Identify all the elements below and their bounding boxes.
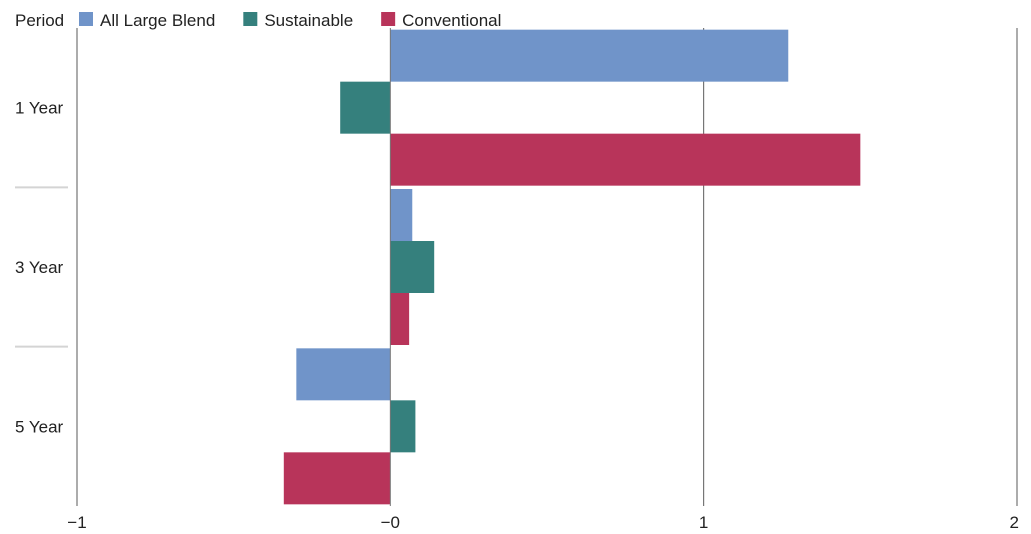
bar-all-large-blend-1-year bbox=[390, 29, 789, 82]
bar-all-large-blend-5-year bbox=[296, 348, 391, 401]
bar-all-large-blend-3-year bbox=[390, 189, 413, 241]
bar-conventional-1-year bbox=[390, 133, 861, 186]
x-tick-label: −1 bbox=[67, 513, 86, 532]
bars bbox=[283, 29, 861, 505]
legend: Period All Large Blend Sustainable Convent… bbox=[15, 11, 501, 30]
bar-sustainable-1-year bbox=[340, 81, 391, 134]
legend-swatch-sustainable bbox=[243, 12, 258, 26]
axes: −1 −0 1 2 bbox=[67, 28, 1019, 532]
category-header: Period bbox=[15, 11, 64, 30]
category-label: 5 Year bbox=[15, 417, 64, 436]
category-label: 3 Year bbox=[15, 258, 64, 277]
bar-conventional-3-year bbox=[390, 293, 410, 345]
grid-lines bbox=[76, 28, 1018, 506]
bar-sustainable-3-year bbox=[390, 241, 435, 293]
legend-swatch-conventional bbox=[381, 12, 396, 26]
x-tick-label: 2 bbox=[1010, 513, 1019, 532]
category-labels: 1 Year 3 Year 5 Year bbox=[15, 99, 68, 436]
bar-sustainable-5-year bbox=[390, 400, 416, 453]
legend-label-all-large-blend: All Large Blend bbox=[100, 11, 215, 30]
legend-label-sustainable: Sustainable bbox=[264, 11, 353, 30]
legend-label-conventional: Conventional bbox=[402, 11, 501, 30]
x-tick-label: 1 bbox=[699, 513, 708, 532]
x-tick-label: −0 bbox=[381, 513, 400, 532]
category-label: 1 Year bbox=[15, 99, 64, 118]
bar-conventional-5-year bbox=[283, 452, 391, 505]
legend-swatch-all-large-blend bbox=[79, 12, 93, 26]
